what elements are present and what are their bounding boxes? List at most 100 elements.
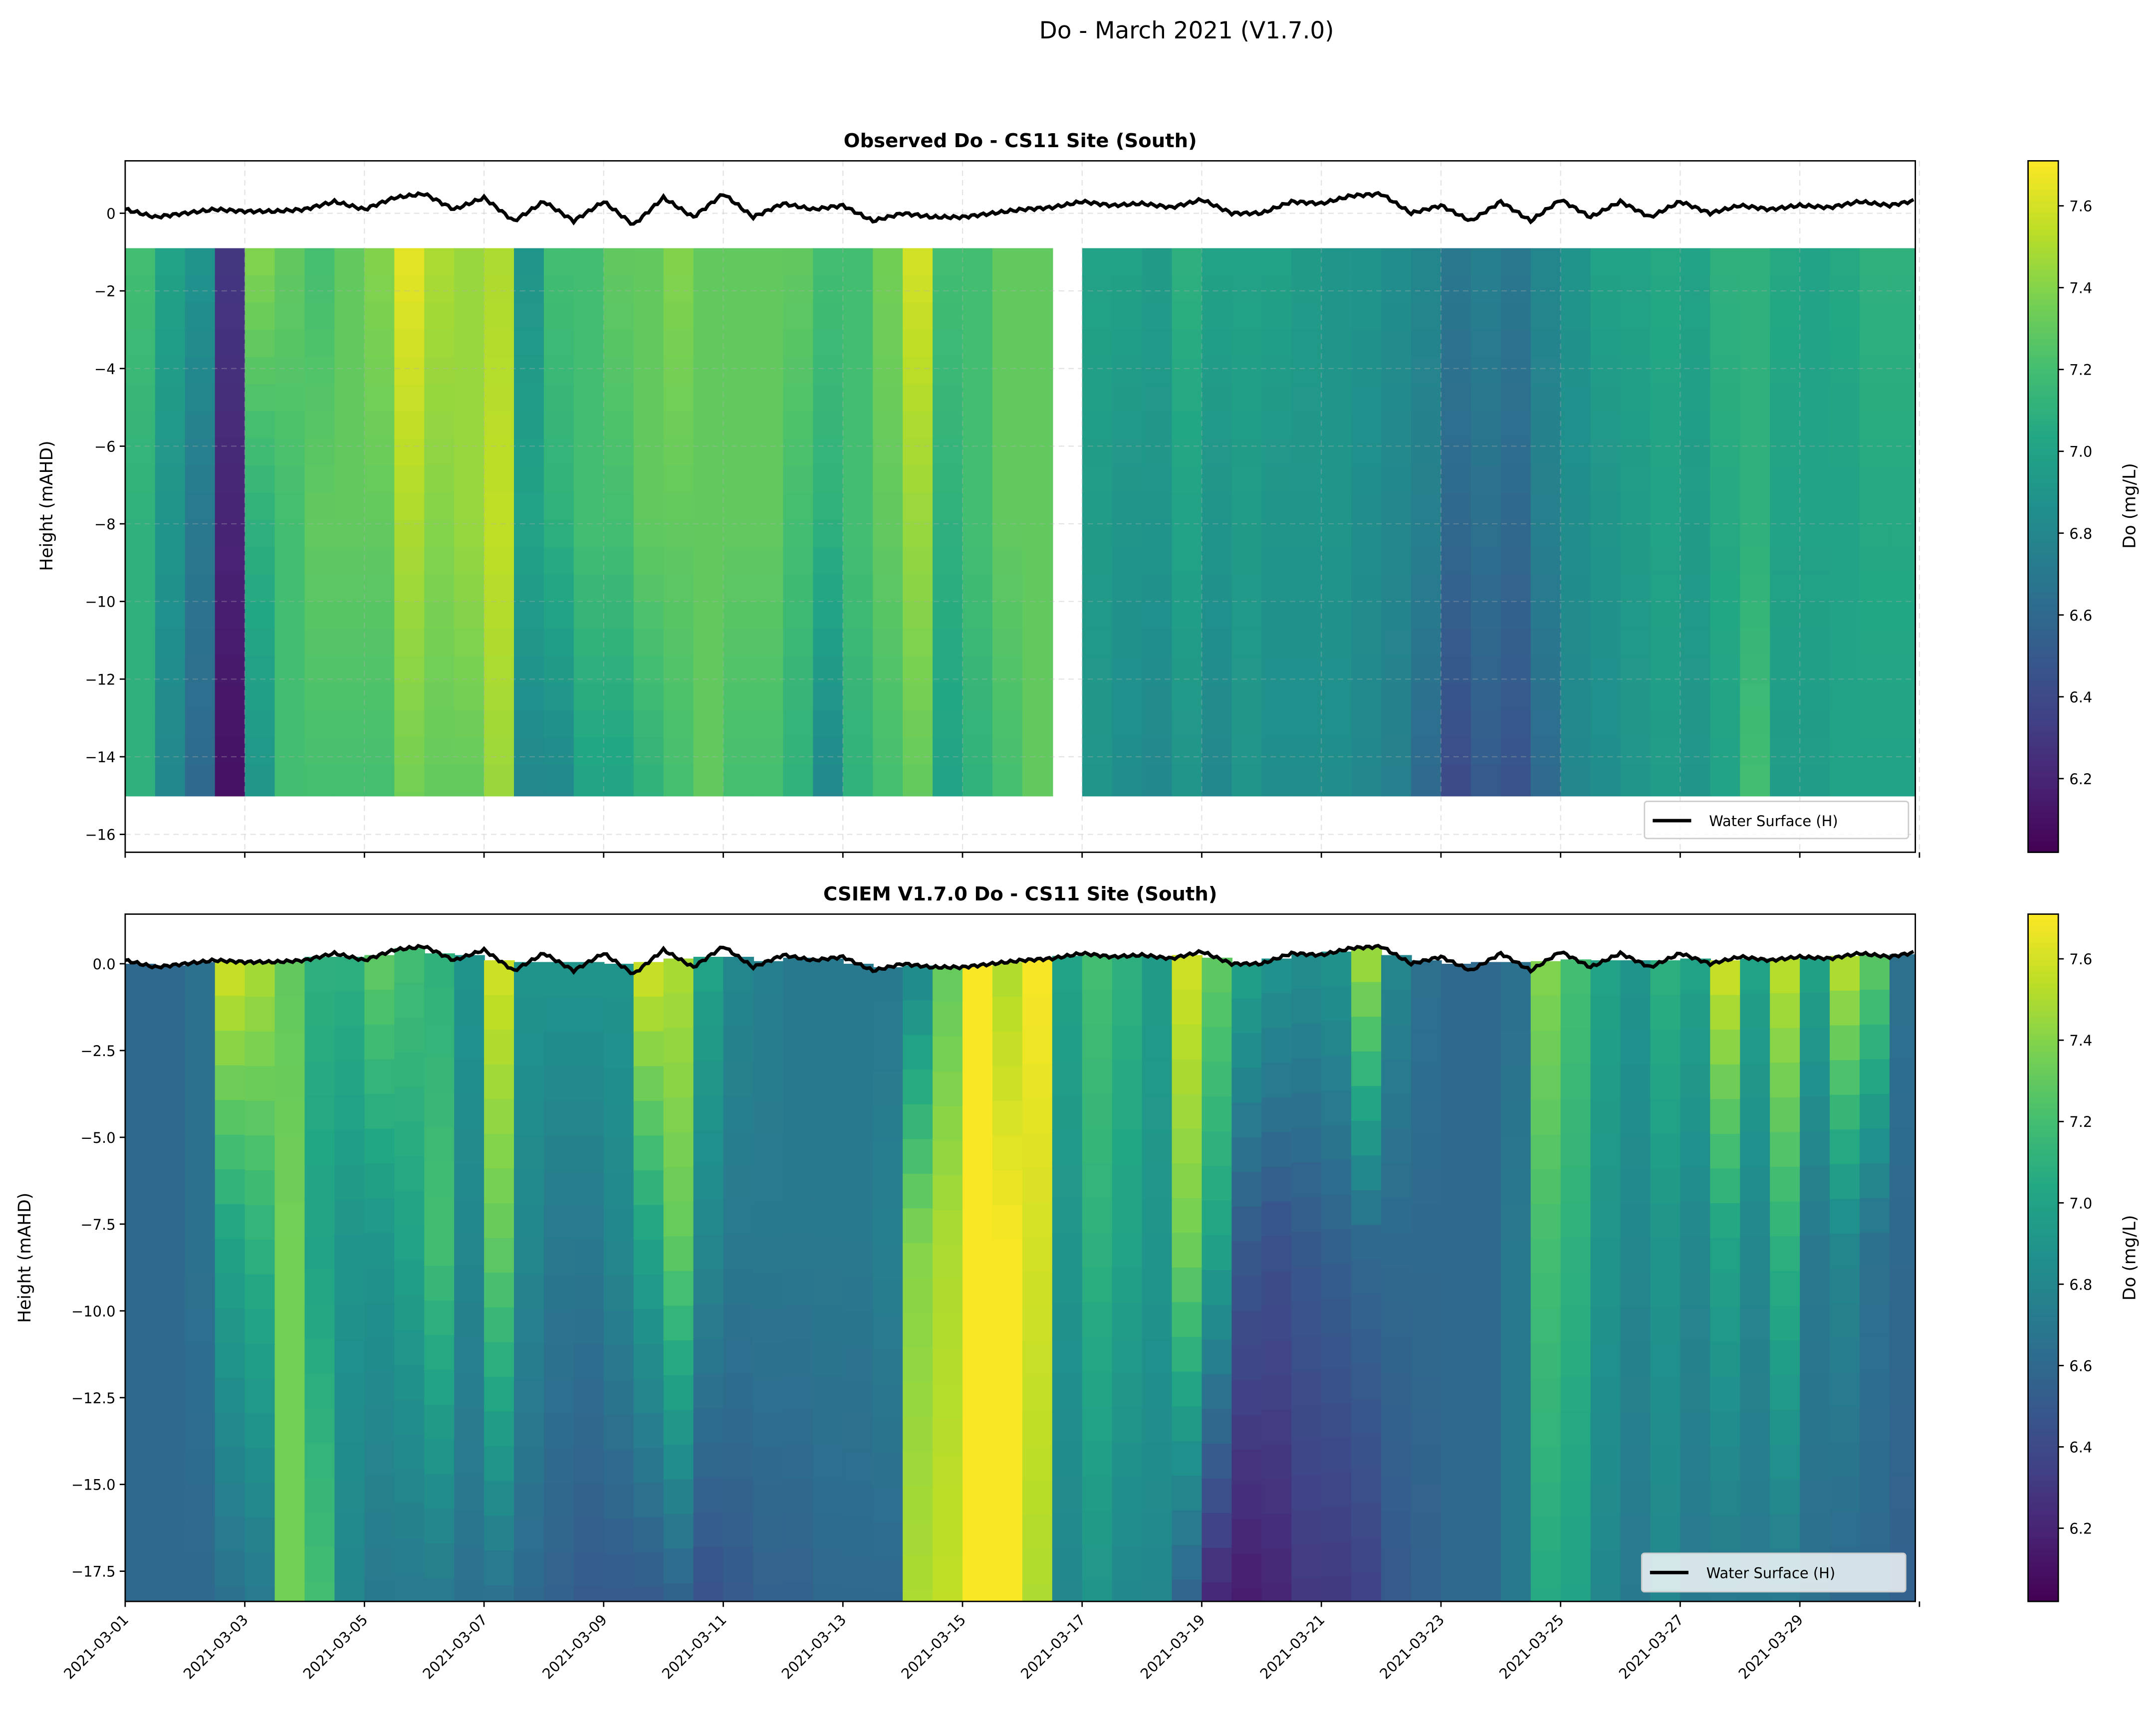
heatmap-cell — [1172, 737, 1203, 766]
heatmap-cell — [1351, 1572, 1382, 1602]
heatmap-cell — [244, 1517, 276, 1553]
heatmap-cell — [1440, 655, 1472, 684]
heatmap-cell — [1231, 963, 1263, 1000]
colorbar-swatch — [2028, 1332, 2059, 1339]
heatmap-cell — [1710, 710, 1741, 738]
colorbar-tick-label: 6.2 — [2069, 1520, 2092, 1537]
heatmap-cell — [1351, 438, 1382, 466]
heatmap-cell — [1411, 683, 1442, 711]
heatmap-cell — [813, 710, 844, 738]
heatmap-cell — [633, 655, 665, 684]
colorbar-swatch — [2028, 604, 2059, 611]
heatmap-cell — [783, 357, 814, 385]
heatmap-cell — [573, 275, 605, 304]
heatmap-cell — [1172, 547, 1203, 575]
heatmap-cell — [244, 492, 276, 521]
heatmap-cell — [1830, 1164, 1861, 1200]
heatmap-cell — [334, 1546, 366, 1583]
heatmap-cell — [1231, 764, 1263, 793]
heatmap-cell — [992, 465, 1023, 494]
heatmap-cell — [633, 1483, 665, 1518]
heatmap-cell — [334, 547, 366, 575]
heatmap-cell — [215, 1308, 246, 1344]
heatmap-cell — [1590, 601, 1622, 630]
heatmap-cell — [573, 1100, 605, 1137]
heatmap-cell — [454, 302, 485, 331]
heatmap-cell — [274, 961, 306, 997]
heatmap-cell — [573, 411, 605, 439]
heatmap-cell — [933, 655, 963, 684]
colorbar-swatch — [2028, 1464, 2059, 1471]
heatmap-cell — [1291, 1058, 1322, 1094]
water-surface-line — [125, 943, 1915, 975]
heatmap-cell — [1800, 520, 1831, 548]
top-legend: Water Surface (H) — [1644, 801, 1910, 840]
heatmap-cell — [244, 574, 276, 603]
heatmap-cell — [753, 438, 784, 466]
heatmap-cell — [1142, 1269, 1173, 1305]
colorbar-swatch — [2028, 1538, 2059, 1545]
heatmap-cell — [933, 1522, 963, 1558]
heatmap-cell — [125, 1588, 156, 1602]
heatmap-cell — [1291, 1440, 1322, 1476]
heatmap-cell — [1022, 601, 1053, 630]
heatmap-cell — [783, 438, 814, 466]
heatmap-cell — [454, 465, 485, 494]
heatmap-cell — [125, 438, 156, 466]
heatmap-cell — [1530, 655, 1562, 684]
heatmap-cell — [1321, 1021, 1352, 1057]
heatmap-cell — [1381, 990, 1412, 1026]
heatmap-cell — [813, 1583, 844, 1602]
heatmap-cell — [1082, 574, 1113, 603]
heatmap-cell — [1710, 248, 1741, 276]
heatmap-cell — [1710, 1481, 1741, 1516]
heatmap-cell — [873, 357, 904, 385]
heatmap-cell — [1321, 1472, 1352, 1508]
heatmap-cell — [1440, 384, 1472, 413]
heatmap-cell — [783, 1166, 814, 1202]
heatmap-cell — [1590, 357, 1622, 385]
colorbar-swatch — [2028, 281, 2059, 288]
heatmap-cell — [1889, 989, 1916, 1025]
heatmap-cell — [573, 1483, 605, 1518]
heatmap-cell — [603, 1519, 635, 1555]
heatmap-cell — [813, 1063, 844, 1098]
heatmap-cell — [424, 248, 455, 276]
heatmap-cell — [424, 1266, 455, 1301]
heatmap-cell — [1261, 1236, 1292, 1272]
heatmap-cell — [603, 547, 635, 575]
heatmap-cell — [1201, 574, 1233, 603]
heatmap-cell — [1381, 1233, 1412, 1269]
heatmap-cell — [1650, 764, 1681, 793]
heatmap-cell — [334, 275, 366, 304]
heatmap-cell — [394, 438, 425, 466]
heatmap-cell — [903, 329, 934, 358]
heatmap-cell — [1830, 357, 1861, 385]
colorbar-swatch — [2028, 794, 2059, 801]
heatmap-cell — [484, 1133, 515, 1170]
heatmap-cell — [1770, 958, 1801, 994]
heatmap-cell — [334, 683, 366, 711]
heatmap-cell — [125, 492, 156, 521]
heatmap-cell — [962, 1520, 993, 1557]
heatmap-cell — [1142, 1512, 1173, 1548]
heatmap-cell — [1052, 1580, 1083, 1602]
heatmap-cell — [215, 1100, 246, 1136]
colorbar-tick-label: 7.6 — [2069, 951, 2092, 968]
heatmap-cell — [1800, 1443, 1831, 1480]
heatmap-cell — [514, 1135, 545, 1171]
heatmap-cell — [274, 1343, 306, 1379]
heatmap-cell — [1321, 275, 1352, 304]
heatmap-cell — [125, 1519, 156, 1555]
heatmap-cell — [873, 465, 904, 494]
heatmap-cell — [663, 710, 695, 738]
colorbar-swatch — [2028, 1172, 2059, 1178]
heatmap-cell — [364, 547, 395, 575]
heatmap-cell — [1830, 1233, 1861, 1270]
heatmap-cell — [1620, 1030, 1652, 1066]
heatmap-cell — [1650, 1446, 1681, 1482]
heatmap-cell — [1680, 384, 1711, 413]
heatmap-cell — [1381, 629, 1412, 657]
heatmap-cell — [424, 1578, 455, 1602]
heatmap-cell — [1800, 302, 1831, 331]
